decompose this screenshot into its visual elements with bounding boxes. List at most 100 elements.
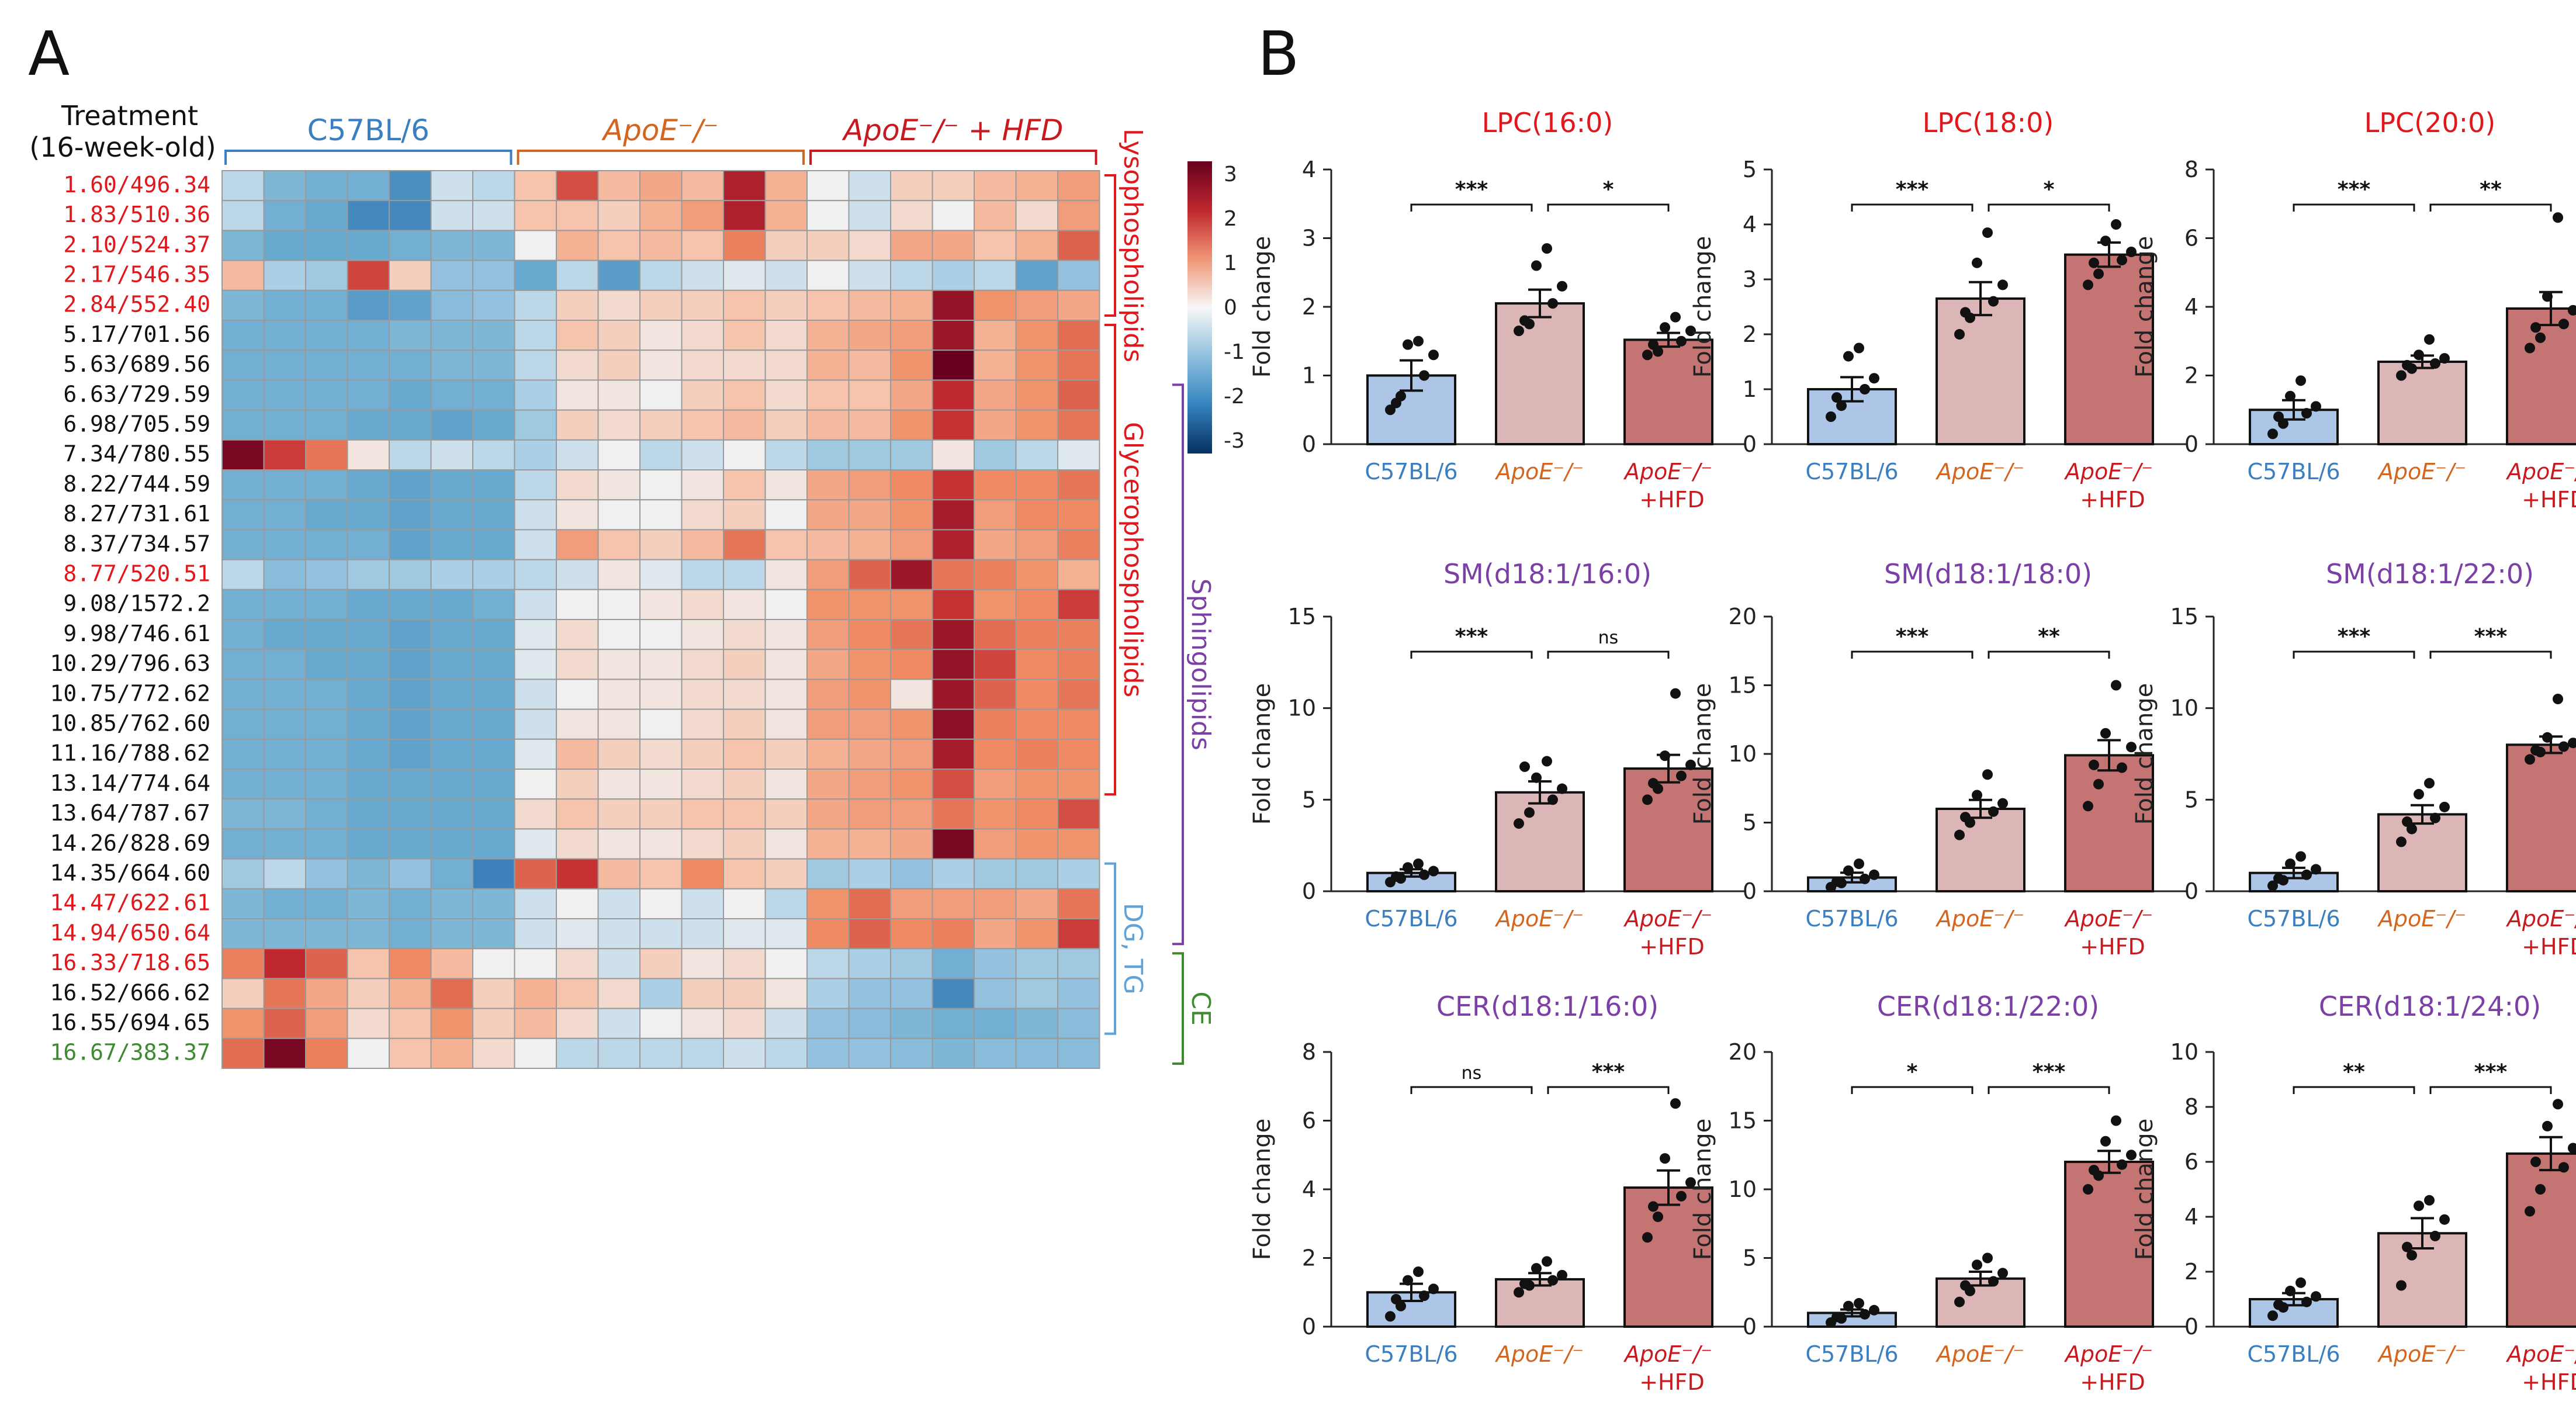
x-category-label: ApoE⁻/⁻ — [1935, 906, 2024, 932]
x-category-label: ApoE⁻/⁻ — [2505, 1341, 2576, 1367]
data-point — [2301, 1296, 2312, 1307]
data-point — [2439, 801, 2450, 812]
data-point — [2414, 349, 2424, 361]
heatmap-cell-r1-c20 — [1057, 200, 1100, 231]
heatmap-cell-r19-c9 — [597, 738, 640, 770]
y-tick-label: 0 — [2184, 431, 2198, 457]
data-point — [2424, 334, 2435, 345]
data-point — [1826, 411, 1836, 422]
significance-label: ns — [1462, 1063, 1482, 1084]
x-category-label: C57BL/6 — [1805, 906, 1898, 932]
heatmap-cell-r23-c0 — [221, 858, 265, 890]
significance-label: ** — [2038, 625, 2060, 649]
data-point — [1954, 1296, 1965, 1307]
heatmap-cell-r5-c15 — [848, 320, 891, 351]
heatmap-cell-r13-c7 — [514, 559, 557, 590]
heatmap-cell-r1-c2 — [305, 200, 348, 231]
heatmap-cell-r11-c15 — [848, 499, 891, 531]
x-category-label: ApoE⁻/⁻ — [1623, 1341, 1712, 1367]
heatmap-cell-r14-c10 — [639, 589, 683, 620]
class-bracket — [1172, 383, 1184, 946]
heatmap-cell-r3-c9 — [597, 259, 640, 291]
heatmap-cell-r14-c14 — [806, 589, 850, 620]
heatmap-cell-r20-c1 — [263, 769, 306, 800]
heatmap-cell-r22-c0 — [221, 828, 265, 860]
heatmap-cell-r28-c15 — [848, 1008, 891, 1039]
heatmap-cell-r8-c3 — [347, 409, 390, 441]
heatmap-cell-r14-c8 — [556, 589, 599, 620]
y-tick-label: 6 — [2184, 1149, 2198, 1175]
bar-chart-4: SM(d18:1/16:0) 0 5 10 15 Fold change C57BL/6 Ap… — [1249, 558, 1746, 960]
color-scale-tick: 1 — [1224, 251, 1237, 275]
data-point — [1997, 279, 2008, 290]
heatmap-cell-r21-c17 — [932, 798, 975, 830]
y-tick-label: 0 — [2184, 878, 2198, 904]
data-point — [1854, 859, 1864, 869]
data-point — [2553, 212, 2563, 223]
heatmap-cell-r16-c9 — [597, 649, 640, 680]
heatmap-cell-r10-c16 — [890, 469, 933, 501]
heatmap-cell-r13-c20 — [1057, 559, 1100, 590]
data-point — [2558, 319, 2569, 330]
heatmap-cell-r11-c8 — [556, 499, 599, 531]
y-axis-label: Fold change — [1689, 683, 1716, 825]
y-tick-label: 15 — [1729, 673, 1757, 698]
significance-bracket — [2429, 650, 2552, 659]
data-point — [1413, 859, 1424, 869]
heatmap-cell-r13-c9 — [597, 559, 640, 590]
heatmap-cell-r17-c12 — [723, 679, 766, 710]
y-tick-label: 5 — [1743, 157, 1757, 182]
heatmap-cell-r23-c19 — [1015, 858, 1058, 890]
heatmap-cell-r20-c16 — [890, 769, 933, 800]
heatmap-cell-r18-c0 — [221, 708, 265, 740]
data-point — [1413, 1266, 1424, 1277]
y-tick-label: 2 — [1302, 294, 1316, 320]
heatmap-cell-r5-c12 — [723, 320, 766, 351]
heatmap-cell-r8-c14 — [806, 409, 850, 441]
heatmap-cell-r27-c11 — [681, 978, 724, 1009]
heatmap-cell-r24-c10 — [639, 888, 683, 920]
data-point — [1648, 1201, 1659, 1212]
data-point — [2111, 219, 2121, 230]
data-point — [2535, 1184, 2546, 1195]
heatmap-cell-r4-c4 — [389, 289, 432, 321]
heatmap-cell-r8-c6 — [472, 409, 515, 441]
heatmap-cell-r11-c10 — [639, 499, 683, 531]
heatmap-cell-r19-c0 — [221, 738, 265, 770]
heatmap-cell-r9-c19 — [1015, 439, 1058, 470]
group-headers: C57BL/6 ApoE⁻/⁻ ApoE⁻/⁻ + HFD — [224, 113, 1097, 165]
x-category-label-line2: +HFD — [1639, 1369, 1705, 1395]
heatmap-cell-r2-c13 — [764, 230, 808, 261]
data-point — [1988, 1276, 1999, 1287]
significance-bracket — [1547, 203, 1670, 212]
significance-bracket — [1851, 1086, 1973, 1094]
heatmap-cell-r14-c0 — [221, 589, 265, 620]
heatmap-cell-r15-c2 — [305, 619, 348, 650]
heatmap-cell-r20-c13 — [764, 769, 808, 800]
heatmap-cell-r13-c5 — [430, 559, 473, 590]
y-tick-label: 4 — [1743, 212, 1757, 237]
data-point — [2402, 359, 2412, 371]
data-point — [2089, 759, 2099, 770]
heatmap-cell-r14-c3 — [347, 589, 390, 620]
heatmap-cell-r10-c9 — [597, 469, 640, 501]
heatmap-cell-r26-c16 — [890, 948, 933, 980]
significance-label: ns — [1598, 628, 1619, 648]
heatmap-cell-r8-c0 — [221, 409, 265, 441]
heatmap-cell-r14-c4 — [389, 589, 432, 620]
color-scale-tick: -3 — [1224, 429, 1245, 453]
heatmap-cell-r18-c12 — [723, 708, 766, 740]
significance-label: *** — [2338, 625, 2371, 649]
heatmap-cell-r23-c4 — [389, 858, 432, 890]
heatmap-cell-r7-c15 — [848, 379, 891, 411]
heatmap-cell-r28-c7 — [514, 1008, 557, 1039]
heatmap-cell-r7-c8 — [556, 379, 599, 411]
class-bracket — [1105, 862, 1116, 1035]
data-point — [2267, 880, 2278, 891]
heatmap-cell-r3-c3 — [347, 259, 390, 291]
heatmap-cell-r21-c11 — [681, 798, 724, 830]
x-category-label: C57BL/6 — [1805, 459, 1898, 484]
heatmap-cell-r6-c14 — [806, 349, 850, 381]
heatmap-cell-r8-c5 — [430, 409, 473, 441]
heatmap-cell-r24-c17 — [932, 888, 975, 920]
